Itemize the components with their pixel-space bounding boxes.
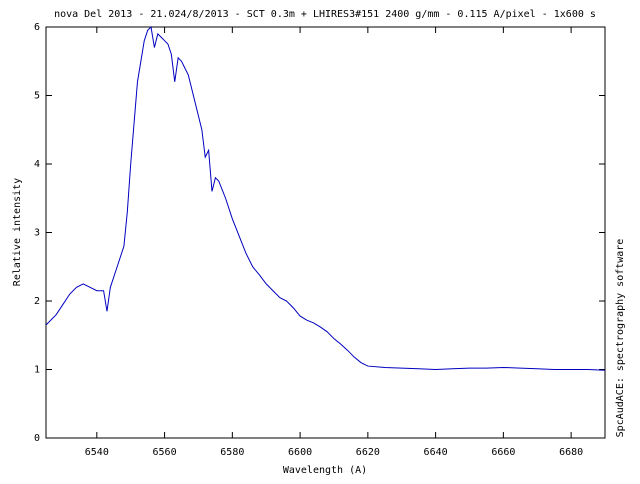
y-axis-label: Relative intensity bbox=[12, 178, 23, 286]
x-tick-label: 6600 bbox=[288, 447, 312, 458]
spectrum-line bbox=[45, 25, 606, 371]
y-tick-label: 0 bbox=[34, 433, 40, 444]
y-tick-label: 3 bbox=[34, 228, 40, 239]
x-tick-label: 6540 bbox=[85, 447, 109, 458]
y-tick-label: 2 bbox=[34, 296, 40, 307]
side-note: SpcAudACE: spectrography software bbox=[615, 239, 626, 438]
y-tick-label: 4 bbox=[34, 159, 40, 170]
x-axis-label: Wavelength (A) bbox=[283, 465, 367, 476]
x-tick-label: 6560 bbox=[153, 447, 177, 458]
chart-title: nova Del 2013 - 21.024/8/2013 - SCT 0.3m… bbox=[54, 9, 596, 20]
y-tick-label: 6 bbox=[34, 22, 40, 33]
x-tick-label: 6680 bbox=[559, 447, 583, 458]
x-tick-label: 6580 bbox=[220, 447, 244, 458]
x-tick-label: 6640 bbox=[424, 447, 448, 458]
x-tick-label: 6660 bbox=[491, 447, 515, 458]
x-tick-label: 6620 bbox=[356, 447, 380, 458]
y-tick-label: 1 bbox=[34, 365, 40, 376]
y-tick-label: 5 bbox=[34, 91, 40, 102]
